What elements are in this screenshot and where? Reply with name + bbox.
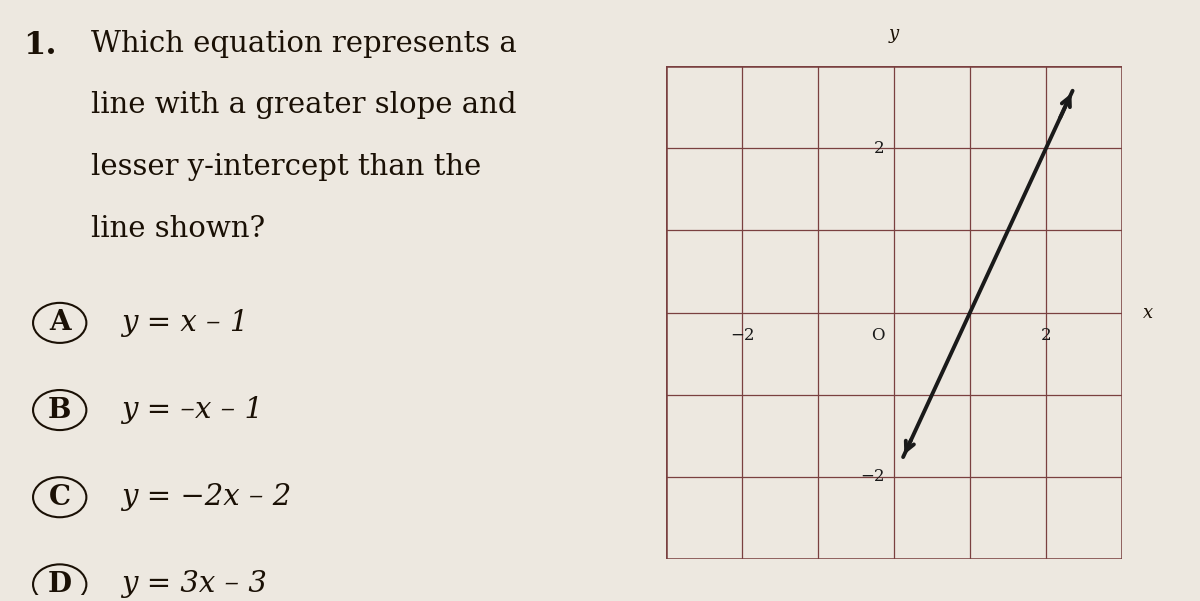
Text: line with a greater slope and: line with a greater slope and bbox=[90, 91, 516, 120]
Text: Which equation represents a: Which equation represents a bbox=[90, 29, 516, 58]
Text: y = –x – 1: y = –x – 1 bbox=[121, 396, 264, 424]
Text: D: D bbox=[48, 571, 72, 598]
Text: O: O bbox=[871, 328, 884, 344]
Text: 1.: 1. bbox=[23, 29, 56, 61]
Text: y = 3x – 3: y = 3x – 3 bbox=[121, 570, 268, 599]
Text: x: x bbox=[1144, 304, 1153, 322]
Text: lesser y-intercept than the: lesser y-intercept than the bbox=[90, 153, 481, 182]
Text: 2: 2 bbox=[875, 140, 884, 157]
Text: A: A bbox=[49, 310, 71, 337]
Text: y = x – 1: y = x – 1 bbox=[121, 309, 248, 337]
Text: C: C bbox=[49, 484, 71, 511]
Text: B: B bbox=[48, 397, 71, 424]
Text: −2: −2 bbox=[730, 328, 755, 344]
Text: 2: 2 bbox=[1040, 328, 1051, 344]
Text: y = −2x – 2: y = −2x – 2 bbox=[121, 483, 292, 511]
Text: line shown?: line shown? bbox=[90, 215, 265, 243]
Text: y: y bbox=[889, 25, 899, 43]
Text: −2: −2 bbox=[860, 468, 884, 485]
